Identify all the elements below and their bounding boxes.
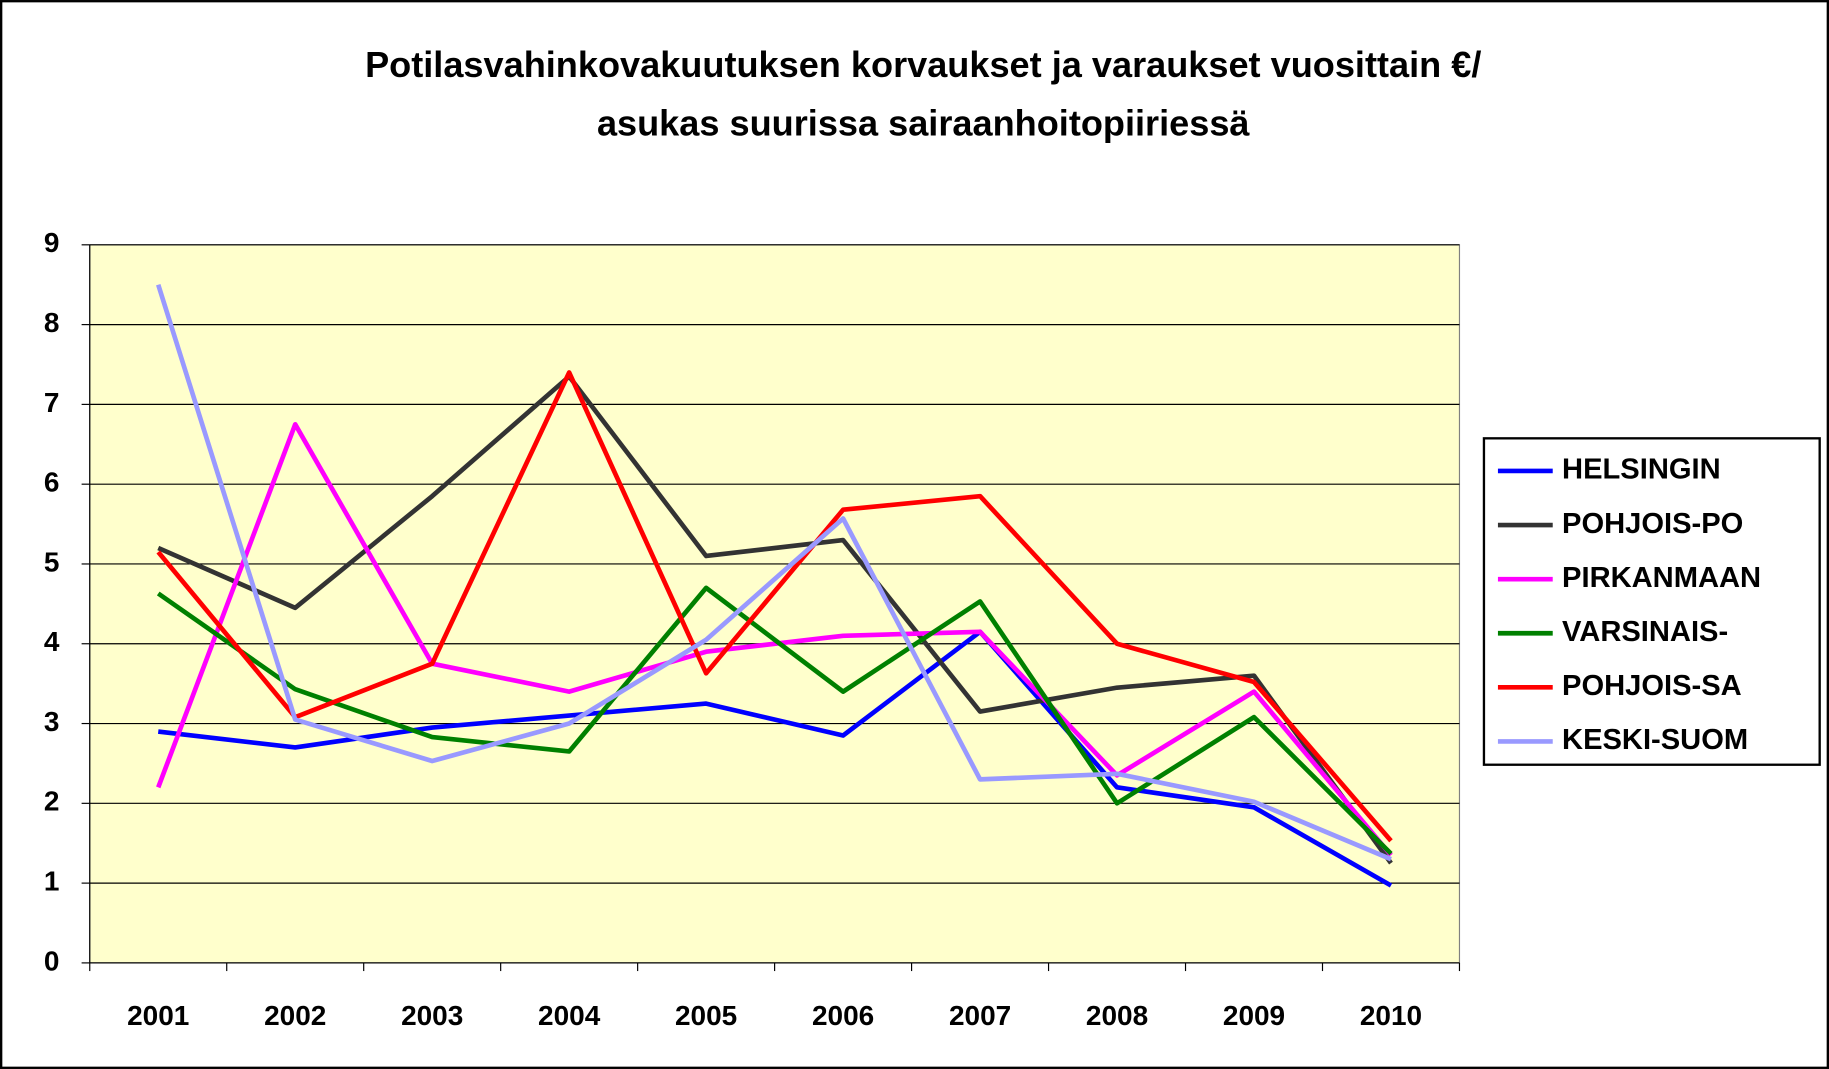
legend: [1482, 437, 1821, 766]
y-tick-label: 7: [44, 387, 60, 418]
y-tick-label: 5: [44, 546, 60, 577]
legend-label: POHJOIS-PO: [1562, 508, 1743, 540]
legend-label: POHJOIS-SA: [1562, 670, 1742, 702]
legend-label: VARSINAIS-: [1562, 616, 1728, 648]
y-tick-label: 9: [44, 227, 60, 258]
x-tick-label: 2010: [1360, 1000, 1422, 1031]
series-line: [156, 585, 1393, 856]
x-tick-label: 2009: [1223, 1000, 1285, 1031]
x-tick-label: 2001: [127, 1000, 189, 1031]
chart-title: Potilasvahinkovakuutuksen korvaukset ja …: [365, 44, 1481, 85]
x-tick-label: 2007: [949, 1000, 1011, 1031]
y-tick-label: 0: [44, 945, 60, 976]
y-tick-label: 8: [44, 307, 60, 338]
y-tick-label: 3: [44, 706, 60, 737]
x-tick-label: 2004: [538, 1000, 601, 1031]
x-tick-label: 2005: [675, 1000, 737, 1031]
series-line: [157, 629, 1393, 888]
series-line: [156, 284, 1392, 862]
x-tick-label: 2002: [264, 1000, 326, 1031]
y-tick-label: 1: [44, 866, 60, 897]
y-tick-label: 4: [44, 626, 60, 657]
legend-label: PIRKANMAAN: [1562, 562, 1761, 594]
x-tick-label: 2008: [1086, 1000, 1148, 1031]
x-tick-label: 2003: [401, 1000, 463, 1031]
legend-label: KESKI-SUOM: [1562, 724, 1748, 756]
series-line: [156, 422, 1393, 857]
series-line: [156, 370, 1393, 843]
y-tick-label: 2: [44, 786, 60, 817]
legend-label: HELSINGIN: [1562, 454, 1721, 486]
y-tick-label: 6: [44, 467, 60, 498]
x-tick-label: 2006: [812, 1000, 874, 1031]
plot-area: [89, 244, 1461, 964]
series-line: [157, 374, 1393, 865]
chart-subtitle: asukas suurissa sairaanhoitopiiriessä: [597, 102, 1250, 143]
